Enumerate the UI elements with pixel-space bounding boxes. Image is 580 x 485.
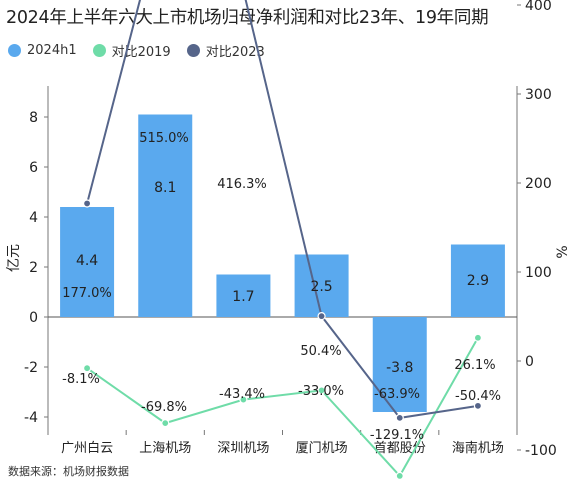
- vs2023-line: [86, 0, 479, 419]
- vs2019-point: [395, 471, 404, 480]
- legend: 2024h1 对比2019 对比2023: [8, 40, 281, 60]
- bar: [138, 114, 193, 317]
- x-tick-label: 厦门机场: [296, 441, 348, 456]
- legend-item-vs2023[interactable]: 对比2023: [186, 41, 265, 60]
- x-tick-label: 广州白云: [61, 440, 113, 456]
- vs2023-value-label: 50.4%: [300, 344, 341, 359]
- chart-title: 2024年上半年六大上市机场归母净利润和对比23年、19年同期: [6, 8, 489, 28]
- legend-swatch-vs2023: [186, 43, 200, 57]
- legend-swatch-vs2019: [92, 43, 106, 57]
- legend-item-2024h1[interactable]: 2024h1: [8, 43, 77, 58]
- vs2019-point: [161, 419, 170, 428]
- bar: [216, 274, 271, 317]
- left-tick-label: 2: [29, 260, 38, 276]
- right-axis-title: %: [555, 245, 571, 258]
- bar: [372, 317, 427, 412]
- vs2023-point: [395, 413, 404, 422]
- bar-value-label: 1.7: [232, 289, 254, 305]
- legend-label-2024h1: 2024h1: [27, 42, 77, 58]
- right-tick-label: 400: [525, 0, 552, 14]
- left-tick-label: 4: [29, 210, 38, 226]
- vs2019-point: [473, 333, 483, 342]
- legend-swatch-2024h1: [8, 43, 21, 57]
- bar: [294, 254, 349, 317]
- left-tick-label: -2: [24, 360, 38, 376]
- vs2023-point: [473, 401, 483, 410]
- vs2023-value-label: 416.3%: [217, 177, 267, 192]
- vs2019-point: [82, 364, 92, 373]
- source-note: 数据来源：机场财报数据: [8, 465, 129, 478]
- bar: [450, 244, 505, 317]
- left-tick-label: 0: [29, 310, 38, 326]
- vs2019-value-label: -33.0%: [298, 384, 344, 399]
- bar-value-label: 4.4: [76, 253, 98, 269]
- bar: [60, 207, 115, 317]
- vs2019-point: [317, 386, 326, 395]
- left-tick-label: -4: [24, 410, 38, 426]
- vs2019-value-label: -129.1%: [370, 428, 424, 443]
- vs2023-value-label: 177.0%: [62, 286, 112, 301]
- vs2023-value-label: -50.4%: [455, 389, 501, 404]
- x-tick-label: 上海机场: [139, 441, 191, 456]
- vs2019-value-label: -43.4%: [219, 387, 265, 402]
- right-tick-label: -100: [525, 443, 557, 459]
- vs2023-point: [82, 199, 92, 208]
- right-tick-label: 300: [525, 87, 552, 103]
- vs2023-value-label: 515.0%: [139, 131, 189, 146]
- vs2019-value-label: 26.1%: [454, 358, 495, 373]
- right-tick-label: 100: [525, 265, 552, 281]
- bar-value-label: -3.8: [386, 360, 413, 376]
- legend-label-vs2023: 对比2023: [205, 44, 265, 60]
- bar-value-label: 8.1: [154, 180, 176, 196]
- bar-value-label: 2.9: [467, 273, 489, 289]
- right-tick-label: 0: [525, 354, 534, 370]
- vs2019-value-label: -8.1%: [62, 372, 100, 387]
- left-axis-title: 亿元: [6, 244, 22, 272]
- vs2019-point: [239, 395, 248, 404]
- left-tick-label: 6: [29, 160, 38, 176]
- right-tick-label: 200: [525, 176, 552, 192]
- vs2023-value-label: -63.9%: [374, 387, 420, 402]
- x-tick-label: 深圳机场: [217, 441, 269, 456]
- bar-value-label: 2.5: [310, 279, 332, 295]
- vs2019-value-label: -69.8%: [141, 400, 187, 415]
- left-tick-label: 8: [29, 110, 38, 126]
- vs2023-point: [317, 312, 326, 321]
- x-tick-label: 海南机场: [452, 440, 504, 456]
- vs2019-line: [86, 337, 479, 478]
